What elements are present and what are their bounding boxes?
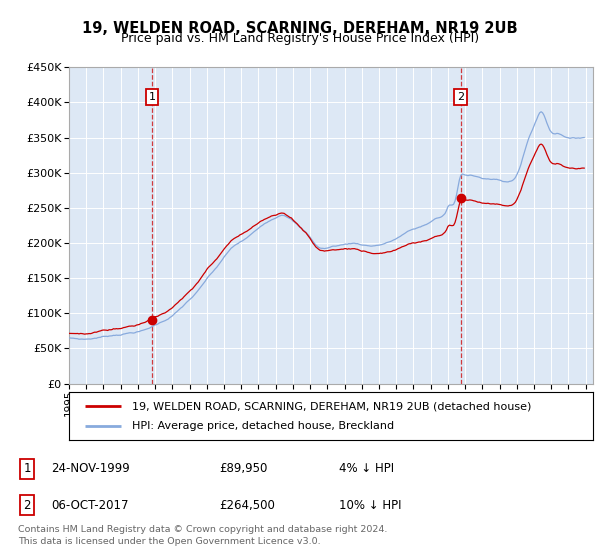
Text: £89,950: £89,950 — [219, 462, 268, 475]
Text: 19, WELDEN ROAD, SCARNING, DEREHAM, NR19 2UB (detached house): 19, WELDEN ROAD, SCARNING, DEREHAM, NR19… — [132, 402, 531, 411]
Text: Contains HM Land Registry data © Crown copyright and database right 2024.
This d: Contains HM Land Registry data © Crown c… — [18, 525, 388, 546]
Text: 1: 1 — [23, 462, 31, 475]
Text: 10% ↓ HPI: 10% ↓ HPI — [339, 498, 401, 512]
Text: £264,500: £264,500 — [219, 498, 275, 512]
Text: 2: 2 — [23, 498, 31, 512]
Text: 24-NOV-1999: 24-NOV-1999 — [51, 462, 130, 475]
Text: 06-OCT-2017: 06-OCT-2017 — [51, 498, 128, 512]
Text: 2: 2 — [457, 92, 464, 102]
Text: 19, WELDEN ROAD, SCARNING, DEREHAM, NR19 2UB: 19, WELDEN ROAD, SCARNING, DEREHAM, NR19… — [82, 21, 518, 36]
Text: 4% ↓ HPI: 4% ↓ HPI — [339, 462, 394, 475]
Text: HPI: Average price, detached house, Breckland: HPI: Average price, detached house, Brec… — [132, 421, 394, 431]
Text: 1: 1 — [149, 92, 156, 102]
Text: Price paid vs. HM Land Registry's House Price Index (HPI): Price paid vs. HM Land Registry's House … — [121, 32, 479, 45]
